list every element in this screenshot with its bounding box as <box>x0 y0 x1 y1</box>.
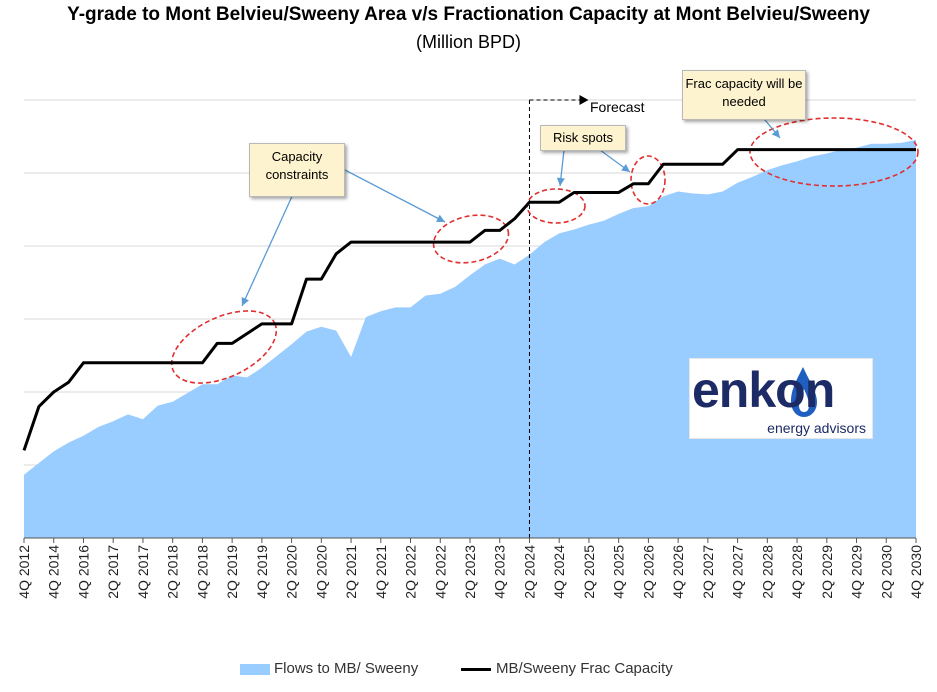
callout-capacity-text: Capacity constraints <box>265 149 329 182</box>
enkon-logo: enkon energy advisors <box>689 358 873 439</box>
chart-subtitle: (Million BPD) <box>415 32 521 52</box>
callout-risk-text: Risk spots <box>553 130 613 145</box>
x-axis: 4Q 2012 4Q 2014 4Q 2016 2Q 2017 4Q 2017 2Q 20… <box>16 537 924 599</box>
x-tick-label: 2Q 2024 <box>521 545 537 599</box>
x-tick-label: 2Q 2027 <box>700 545 716 599</box>
callout-frac-text: Frac capacity will be needed <box>685 76 803 109</box>
x-tick-label: 2Q 2017 <box>105 545 121 599</box>
callout-risk-spots: Risk spots <box>540 125 626 151</box>
legend: Flows to MB/ Sweeny MB/Sweeny Frac Capac… <box>0 658 937 682</box>
chart-title: Y-grade to Mont Belvieu/Sweeny Area v/s … <box>67 4 870 25</box>
callout-arrow-4-head <box>621 164 630 172</box>
x-tick-label: 4Q 2026 <box>670 545 686 599</box>
logo-wordmark: enkon <box>692 362 835 418</box>
x-tick-label: 4Q 2028 <box>789 545 805 599</box>
x-tick-label: 2Q 2020 <box>284 545 300 599</box>
x-tick-label: 4Q 2016 <box>75 545 91 599</box>
flows-area-layer <box>24 139 916 538</box>
callout-arrow-2 <box>344 169 446 223</box>
forecast-arrow-head <box>579 95 589 105</box>
x-tick-label: 4Q 2019 <box>254 545 270 599</box>
x-tick-label: 2Q 2018 <box>165 545 181 599</box>
highlight-ellipse-2026 <box>630 155 666 205</box>
x-tick-label: 2Q 2028 <box>759 545 775 599</box>
callout-arrow-1-head <box>241 297 249 306</box>
x-tick-label: 2Q 2019 <box>224 545 240 599</box>
forecast-label: Forecast <box>590 99 645 115</box>
x-tick-label: 4Q 2018 <box>194 545 210 599</box>
x-tick-label: 4Q 2025 <box>611 545 627 599</box>
x-tick-label: 4Q 2020 <box>313 545 329 599</box>
callout-arrow-3-head <box>556 177 565 186</box>
legend-label-capacity: MB/Sweeny Frac Capacity <box>496 660 673 677</box>
callout-frac-capacity: Frac capacity will be needed <box>682 70 806 120</box>
x-tick-label: 2Q 2022 <box>403 545 419 599</box>
x-tick-label: 4Q 2029 <box>849 545 865 599</box>
x-tick-label: 4Q 2017 <box>135 545 151 599</box>
logo-tagline: energy advisors <box>767 420 866 436</box>
callout-arrow-5-head <box>771 129 780 138</box>
x-tick-label: 4Q 2022 <box>432 545 448 599</box>
callout-arrow-1 <box>241 191 295 307</box>
legend-swatch-flows <box>240 664 270 675</box>
flame-icon <box>791 367 817 417</box>
x-tick-label: 2Q 2023 <box>462 545 478 599</box>
callout-arrow-2-head <box>436 214 445 222</box>
x-tick-label: 4Q 2021 <box>373 545 389 599</box>
legend-label-flows: Flows to MB/ Sweeny <box>274 660 419 677</box>
x-tick-label: 4Q 2024 <box>551 545 567 599</box>
x-tick-label: 4Q 2023 <box>492 545 508 599</box>
callout-capacity-constraints: Capacity constraints <box>249 143 345 197</box>
x-tick-label: 4Q 2012 <box>16 545 32 599</box>
highlight-ellipse-2028 <box>749 117 919 187</box>
x-tick-label: 2Q 2021 <box>343 545 359 599</box>
x-tick-label: 4Q 2030 <box>908 545 924 599</box>
x-tick-label: 2Q 2030 <box>878 545 894 599</box>
x-tick-label: 2Q 2025 <box>581 545 597 599</box>
x-tick-label: 2Q 2026 <box>640 545 656 599</box>
x-tick-label: 2Q 2029 <box>819 545 835 599</box>
x-tick-label: 4Q 2014 <box>46 545 62 599</box>
capacity-line-layer <box>22 148 916 451</box>
highlight-ellipse-2024 <box>526 188 586 224</box>
legend-swatch-capacity <box>461 668 491 671</box>
highlight-ellipse-2023 <box>432 214 510 264</box>
x-tick-label: 4Q 2027 <box>730 545 746 599</box>
series-capacity-line <box>22 148 916 451</box>
series-flows-area <box>24 139 916 538</box>
